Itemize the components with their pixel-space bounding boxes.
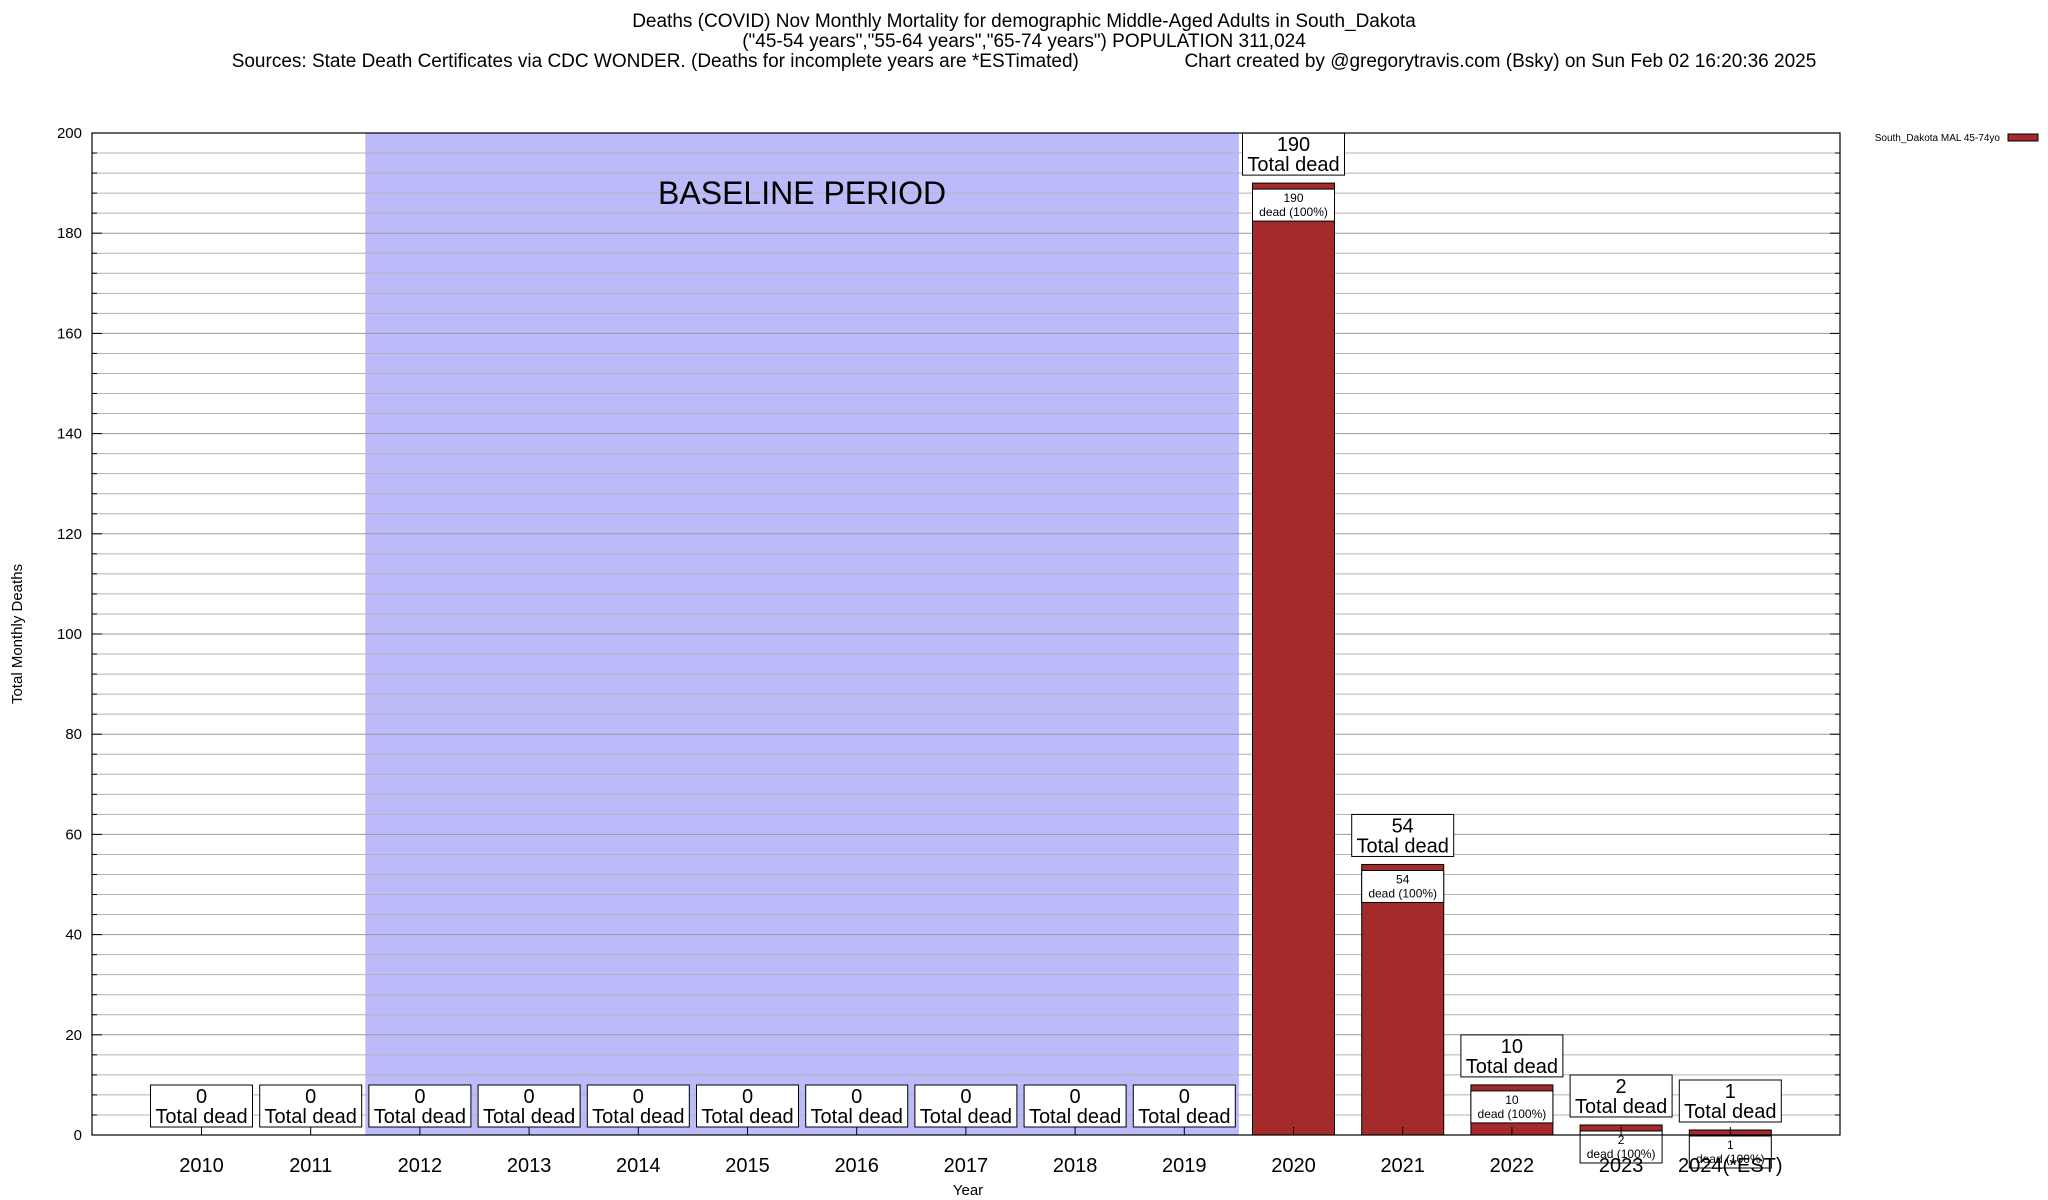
total-label-box (1351, 813, 1455, 857)
x-tick-label: 2023 (1599, 1155, 1644, 1177)
x-tick-label: 2013 (507, 1155, 552, 1177)
total-dead-label: Total dead (592, 1106, 684, 1128)
total-value-label: 0 (414, 1086, 425, 1108)
legend-swatch (2007, 133, 2039, 142)
y-tick-label: 0 (74, 1127, 82, 1144)
total-dead-label: Total dead (1029, 1106, 1121, 1128)
bar-inner-label: dead (100%) (1478, 1107, 1547, 1121)
total-value-label: 0 (1179, 1086, 1190, 1108)
total-value-label: 0 (196, 1086, 207, 1108)
total-dead-label: Total dead (483, 1106, 575, 1128)
bar-inner-value: 1 (1727, 1138, 1734, 1152)
bar-inner-label: dead (100%) (1368, 886, 1437, 900)
plot-frame (91, 132, 1841, 1136)
total-label-box (1132, 1084, 1236, 1128)
y-axis-label: Total Monthly Deaths (9, 564, 26, 704)
bar (1252, 182, 1335, 1136)
total-value-label: 0 (960, 1086, 971, 1108)
total-value-label: 0 (742, 1086, 753, 1108)
total-label-box (1678, 1079, 1782, 1123)
bar-inner-label: dead (100%) (1587, 1147, 1656, 1161)
total-dead-label: Total dead (265, 1106, 357, 1128)
total-value-label: 1 (1725, 1081, 1736, 1103)
x-tick-label: 2011 (289, 1155, 332, 1177)
legend-label: South_Dakota MAL 45-74yo (1875, 133, 2001, 144)
x-tick-label: 2017 (944, 1155, 989, 1177)
total-dead-label: Total dead (1357, 835, 1449, 857)
total-value-label: 0 (305, 1086, 316, 1108)
bar-inner-value: 10 (1505, 1093, 1519, 1107)
x-tick-label: 2012 (398, 1155, 443, 1177)
bar-inner-value: 190 (1283, 191, 1303, 205)
x-tick-label: 2020 (1271, 1155, 1316, 1177)
total-value-label: 0 (633, 1086, 644, 1108)
y-tick-label: 20 (65, 1027, 82, 1044)
total-value-label: 0 (524, 1086, 535, 1108)
x-tick-label: 2010 (179, 1155, 224, 1177)
y-tick-label: 60 (65, 826, 82, 843)
total-label-box (150, 1084, 253, 1128)
x-tick-label: 2021 (1380, 1155, 1425, 1177)
total-label-box (368, 1084, 472, 1128)
x-tick-label: 2018 (1053, 1155, 1098, 1177)
total-dead-label: Total dead (1138, 1106, 1230, 1128)
total-value-label: 0 (851, 1086, 862, 1108)
x-tick-label: 2015 (725, 1155, 770, 1177)
y-tick-label: 140 (57, 426, 82, 443)
x-tick-label: 2019 (1162, 1155, 1207, 1177)
total-dead-label: Total dead (1684, 1101, 1776, 1123)
total-label-box (696, 1084, 799, 1128)
total-dead-label: Total dead (1575, 1096, 1667, 1118)
x-tick-label: 2024(*EST) (1678, 1155, 1783, 1177)
y-tick-label: 100 (57, 626, 82, 643)
bar-inner-label-box (1361, 869, 1445, 903)
total-label-box (1569, 1074, 1673, 1118)
total-label-box (1460, 1034, 1564, 1078)
chart-subtitle: ("45-54 years","55-64 years","65-74 year… (742, 31, 1306, 52)
total-label-box (259, 1084, 363, 1128)
bar-inner-label: dead (100%) (1696, 1152, 1765, 1166)
y-tick-label: 80 (65, 726, 82, 743)
bar-inner-label-box (1579, 1130, 1663, 1164)
bar (1361, 863, 1445, 1136)
total-dead-label: Total dead (1247, 154, 1339, 176)
x-tick-label: 2016 (834, 1155, 879, 1177)
y-tick-label: 200 (57, 125, 82, 142)
bar-inner-value: 2 (1618, 1133, 1625, 1147)
baseline-label: BASELINE PERIOD (658, 175, 946, 211)
total-value-label: 10 (1501, 1036, 1523, 1058)
total-dead-label: Total dead (701, 1106, 793, 1128)
chart-title-block: Deaths (COVID) Nov Monthly Mortality for… (0, 12, 2048, 72)
chart-title: Deaths (COVID) Nov Monthly Mortality for… (632, 11, 1416, 32)
y-tick-label: 120 (57, 526, 82, 543)
total-dead-label: Total dead (920, 1106, 1012, 1128)
bar-inner-label-box (1688, 1135, 1772, 1169)
bar-inner-label-box (1252, 188, 1335, 222)
total-label-box (1023, 1084, 1127, 1128)
chart-sources: Sources: State Death Certificates via CD… (231, 51, 1817, 72)
total-label-box (586, 1084, 690, 1128)
bar-inner-label: dead (100%) (1259, 205, 1328, 219)
x-tick-label: 2014 (616, 1155, 661, 1177)
bar-inner-value: 54 (1396, 872, 1410, 886)
total-dead-label: Total dead (155, 1106, 247, 1128)
total-value-label: 0 (1070, 1086, 1081, 1108)
total-label-box (1242, 132, 1345, 176)
x-axis-label: Year (953, 1182, 983, 1199)
total-label-box (914, 1084, 1018, 1128)
total-dead-label: Total dead (1466, 1056, 1558, 1078)
total-value-label: 54 (1392, 815, 1414, 837)
x-tick-label: 2022 (1490, 1155, 1535, 1177)
total-value-label: 2 (1616, 1076, 1627, 1098)
y-tick-label: 160 (57, 325, 82, 342)
y-tick-label: 40 (65, 927, 82, 944)
bar-inner-label-box (1470, 1090, 1554, 1124)
total-dead-label: Total dead (374, 1106, 466, 1128)
total-value-label: 190 (1277, 134, 1310, 156)
total-dead-label: Total dead (811, 1106, 903, 1128)
y-tick-label: 180 (57, 225, 82, 242)
